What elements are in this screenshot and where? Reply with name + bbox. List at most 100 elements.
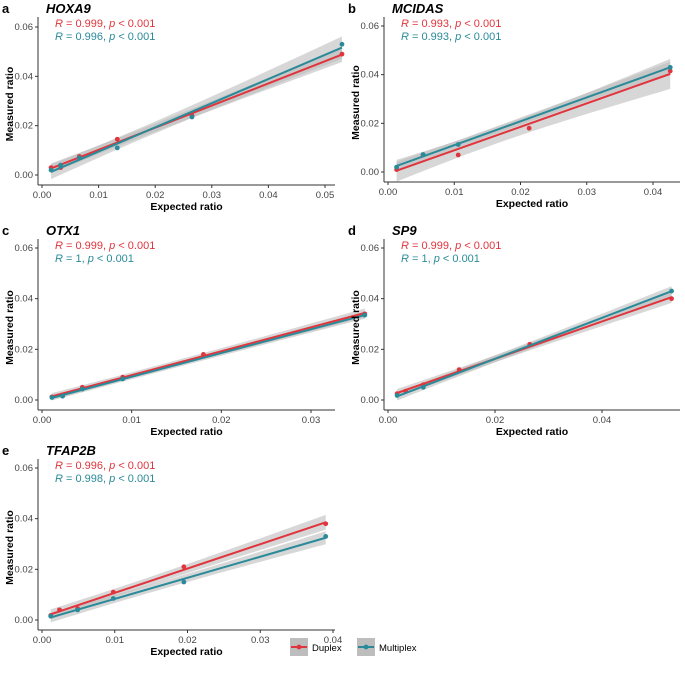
stat-label-duplex: R = 0.993, p < 0.001 (401, 18, 501, 30)
point-multiplex (114, 145, 120, 151)
y-tick-label: 0.02 (361, 344, 380, 355)
fit-line-multiplex (396, 290, 672, 398)
panel-d: d SP9 0.00 0.02 0.04 0.00 0.02 0.04 0.06 Expected… (348, 223, 680, 438)
fit-line-multiplex (50, 536, 327, 619)
stat-label-multiplex: R = 1, p < 0.001 (401, 253, 480, 265)
stat-label-duplex: R = 0.999, p < 0.001 (401, 240, 501, 252)
y-axis-label: Measured ratio (4, 290, 16, 365)
panel-letter: d (348, 223, 356, 238)
panel-title: SP9 (392, 223, 417, 238)
y-tick-label: 0.00 (15, 395, 34, 406)
y-tick-label: 0.06 (361, 21, 380, 32)
x-tick-label: 0.00 (33, 635, 52, 646)
x-tick-label: 0.01 (122, 415, 141, 426)
x-axis-label: Expected ratio (150, 646, 222, 658)
y-axis-label: Measured ratio (350, 290, 362, 365)
x-tick-label: 0.00 (33, 190, 52, 201)
y-tick-label: 0.04 (361, 294, 380, 305)
y-tick-label: 0.06 (15, 22, 34, 33)
x-tick-label: 0.02 (178, 635, 197, 646)
x-axis-label: Expected ratio (150, 426, 222, 438)
x-tick-label: 0.02 (511, 187, 530, 198)
panel-c: c OTX1 0.00 0.01 0.02 0.03 0.00 0.02 0.04 0.06 Exp… (2, 223, 368, 438)
x-tick-label: 0.03 (578, 187, 597, 198)
x-tick-label: 0.03 (203, 190, 222, 201)
y-tick-label: 0.04 (361, 70, 380, 81)
point-duplex (526, 125, 532, 131)
panel-title: MCIDAS (392, 1, 444, 16)
point-duplex (114, 136, 120, 142)
y-tick-label: 0.02 (15, 121, 34, 132)
y-tick-label: 0.04 (15, 71, 34, 82)
x-tick-label: 0.00 (379, 415, 398, 426)
y-tick-label: 0.02 (15, 564, 34, 575)
legend: Duplex Multiplex (290, 638, 417, 656)
panel-b: b MCIDAS 0.00 0.01 0.02 0.03 0.04 0.00 0.02 0.04 0… (348, 1, 680, 210)
x-tick-label: 0.04 (259, 190, 278, 201)
x-axis-label: Expected ratio (150, 201, 222, 213)
panel-e: e TFAP2B 0.00 0.01 0.02 0.03 0.04 0.00 0.02 0.04 0… (2, 443, 342, 658)
point-duplex (455, 152, 461, 158)
stat-label-duplex: R = 0.999, p < 0.001 (55, 18, 155, 30)
stat-label-multiplex: R = 1, p < 0.001 (55, 253, 134, 265)
fit-line-multiplex (50, 46, 343, 173)
y-tick-label: 0.04 (15, 294, 34, 305)
y-tick-label: 0.00 (15, 615, 34, 626)
y-tick-label: 0.00 (15, 170, 34, 181)
panel-title: TFAP2B (46, 443, 96, 458)
panel-letter: c (2, 223, 9, 238)
legend-label: Duplex (312, 643, 342, 654)
x-tick-label: 0.02 (486, 415, 505, 426)
x-tick-label: 0.03 (251, 635, 270, 646)
stat-label-multiplex: R = 0.998, p < 0.001 (55, 473, 155, 485)
y-tick-label: 0.04 (15, 514, 34, 525)
stat-label-multiplex: R = 0.993, p < 0.001 (401, 31, 501, 43)
fit-line-duplex (396, 296, 672, 394)
stat-label-duplex: R = 0.996, p < 0.001 (55, 460, 155, 472)
stat-label-duplex: R = 0.999, p < 0.001 (55, 240, 155, 252)
point-multiplex (181, 579, 187, 585)
panel-letter: b (348, 1, 356, 16)
x-tick-label: 0.01 (106, 635, 125, 646)
fit-line-multiplex (51, 314, 366, 399)
confidence-band-multiplex (51, 36, 342, 180)
x-tick-label: 0.00 (33, 415, 52, 426)
x-tick-label: 0.04 (593, 415, 612, 426)
y-tick-label: 0.00 (361, 167, 380, 178)
x-tick-label: 0.03 (302, 415, 321, 426)
point-multiplex (339, 41, 345, 47)
y-tick-label: 0.02 (361, 118, 380, 129)
fit-line-duplex (396, 72, 671, 172)
y-tick-label: 0.06 (361, 243, 380, 254)
y-tick-label: 0.02 (15, 344, 34, 355)
stat-label-multiplex: R = 0.996, p < 0.001 (55, 31, 155, 43)
y-axis-label: Measured ratio (4, 67, 16, 142)
x-tick-label: 0.05 (316, 190, 335, 201)
y-tick-label: 0.00 (361, 395, 380, 406)
y-tick-label: 0.06 (15, 463, 34, 474)
x-axis-label: Expected ratio (496, 198, 568, 210)
panel-letter: e (2, 443, 9, 458)
point-duplex (181, 564, 187, 570)
point-multiplex (189, 114, 195, 120)
x-tick-label: 0.01 (445, 187, 464, 198)
y-axis-label: Measured ratio (4, 510, 16, 585)
y-tick-label: 0.06 (15, 243, 34, 254)
x-tick-label: 0.00 (379, 187, 398, 198)
point-duplex (667, 68, 673, 74)
x-tick-label: 0.01 (89, 190, 108, 201)
panel-title: OTX1 (46, 223, 80, 238)
fit-line-duplex (50, 521, 327, 616)
confidence-band-duplex (50, 514, 326, 620)
x-axis-label: Expected ratio (496, 426, 568, 438)
panel-a: a HOXA9 0.00 0.01 0.02 0.03 0.04 0.05 0.00 0.02 0.… (2, 1, 345, 213)
y-axis-label: Measured ratio (350, 65, 362, 140)
fit-line-multiplex (396, 66, 671, 167)
x-tick-label: 0.04 (324, 635, 343, 646)
x-tick-label: 0.02 (212, 415, 231, 426)
fit-line-duplex (50, 53, 343, 170)
panel-title: HOXA9 (46, 1, 92, 16)
x-tick-label: 0.04 (644, 187, 663, 198)
